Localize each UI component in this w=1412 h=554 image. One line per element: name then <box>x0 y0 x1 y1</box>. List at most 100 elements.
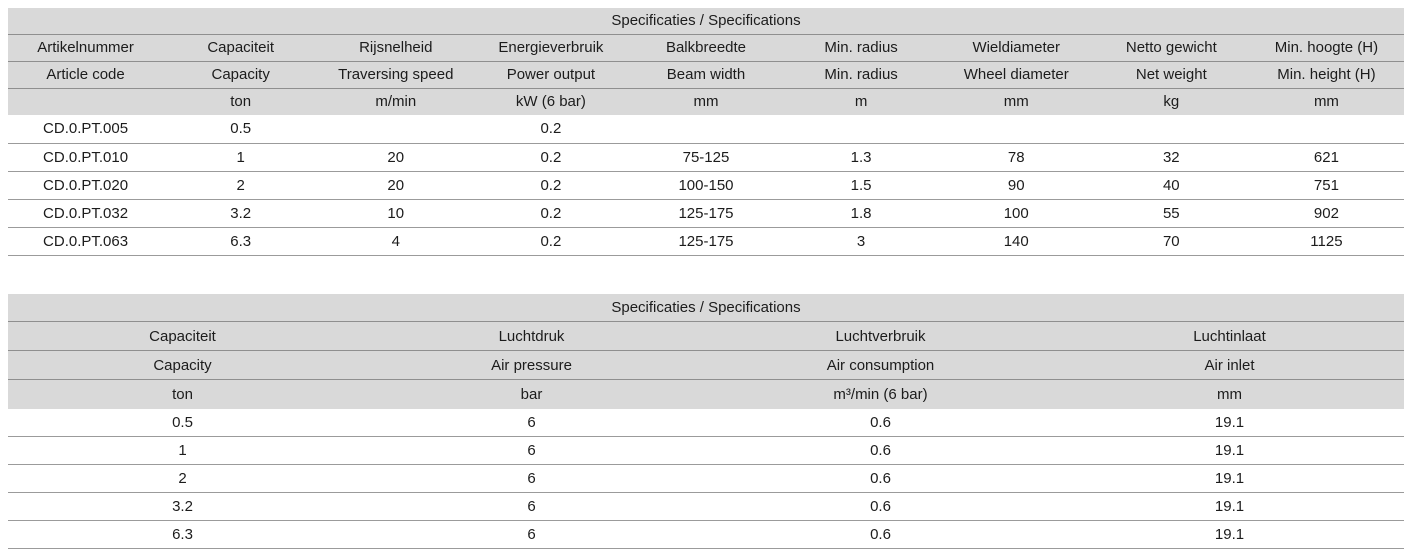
column-header-nl: Min. hoogte (H) <box>1248 34 1404 62</box>
cell: 0.6 <box>706 492 1055 521</box>
cell: 0.5 <box>8 408 357 437</box>
cell: 125-175 <box>628 199 784 228</box>
table2-header-row-nl: Capaciteit Luchtdruk Luchtverbruik Lucht… <box>8 321 1404 351</box>
column-header-en: Capacity <box>8 350 357 380</box>
column-unit: kW (6 bar) <box>473 88 629 115</box>
column-unit: kg <box>1093 88 1249 115</box>
column-header-en: Air inlet <box>1055 350 1404 380</box>
column-unit: m³/min (6 bar) <box>706 379 1055 409</box>
column-unit: ton <box>163 88 319 115</box>
cell <box>783 115 939 144</box>
cell: 140 <box>938 227 1094 256</box>
column-header-nl: Luchtverbruik <box>706 321 1055 351</box>
column-unit: mm <box>1248 88 1404 115</box>
cell: 6 <box>357 520 706 549</box>
cell <box>1093 115 1249 144</box>
table1-header-row-en: Article code Capacity Traversing speed P… <box>8 61 1404 89</box>
table2-title-row: Specificaties / Specifications <box>8 293 1404 322</box>
cell: 55 <box>1093 199 1249 228</box>
cell: 20 <box>318 143 474 172</box>
column-header-en: Capacity <box>163 61 319 89</box>
cell-article-code: CD.0.PT.005 <box>8 115 164 144</box>
cell: 1125 <box>1248 227 1404 256</box>
table1-unit-row: ton m/min kW (6 bar) mm m mm kg mm <box>8 88 1404 115</box>
column-header-en: Net weight <box>1093 61 1249 89</box>
cell: 3.2 <box>163 199 319 228</box>
column-header-en: Beam width <box>628 61 784 89</box>
cell: 0.6 <box>706 436 1055 465</box>
column-header-nl: Energieverbruik <box>473 34 629 62</box>
column-header-en: Min. radius <box>783 61 939 89</box>
column-header-en: Article code <box>8 61 164 89</box>
column-header-nl: Artikelnummer <box>8 34 164 62</box>
column-header-nl: Min. radius <box>783 34 939 62</box>
column-header-nl: Rijsnelheid <box>318 34 474 62</box>
cell: 90 <box>938 171 1094 200</box>
column-header-en: Air pressure <box>357 350 706 380</box>
cell-article-code: CD.0.PT.063 <box>8 227 164 256</box>
cell: 902 <box>1248 199 1404 228</box>
table-row: CD.0.PT.032 3.2 10 0.2 125-175 1.8 100 5… <box>8 199 1404 228</box>
cell: 78 <box>938 143 1094 172</box>
cell: 10 <box>318 199 474 228</box>
table-row: 0.5 6 0.6 19.1 <box>8 408 1404 437</box>
cell: 19.1 <box>1055 408 1404 437</box>
specifications-table-air: Specificaties / Specifications Capacitei… <box>8 293 1404 549</box>
cell: 1.8 <box>783 199 939 228</box>
cell <box>628 115 784 144</box>
cell: 6 <box>357 408 706 437</box>
column-header-nl: Capaciteit <box>163 34 319 62</box>
table2-header-row-en: Capacity Air pressure Air consumption Ai… <box>8 350 1404 380</box>
table2-body: 0.5 6 0.6 19.1 1 6 0.6 19.1 2 6 0.6 19.1… <box>8 408 1404 549</box>
cell: 1.3 <box>783 143 939 172</box>
column-unit <box>8 88 164 115</box>
table1-title-row: Specificaties / Specifications <box>8 8 1404 35</box>
column-header-nl: Balkbreedte <box>628 34 784 62</box>
cell: 1 <box>163 143 319 172</box>
cell <box>938 115 1094 144</box>
cell: 0.5 <box>163 115 319 144</box>
column-header-nl: Netto gewicht <box>1093 34 1249 62</box>
cell: 0.2 <box>473 143 629 172</box>
column-unit: ton <box>8 379 357 409</box>
cell: 19.1 <box>1055 436 1404 465</box>
cell: 0.2 <box>473 227 629 256</box>
column-header-en: Air consumption <box>706 350 1055 380</box>
cell: 6 <box>357 464 706 493</box>
cell: 75-125 <box>628 143 784 172</box>
column-unit: m/min <box>318 88 474 115</box>
table-row: CD.0.PT.010 1 20 0.2 75-125 1.3 78 32 62… <box>8 143 1404 172</box>
table-row: 6.3 6 0.6 19.1 <box>8 520 1404 549</box>
cell <box>1248 115 1404 144</box>
column-header-nl: Luchtdruk <box>357 321 706 351</box>
cell: 0.2 <box>473 171 629 200</box>
cell: 6.3 <box>163 227 319 256</box>
column-header-en: Min. height (H) <box>1248 61 1404 89</box>
column-unit: m <box>783 88 939 115</box>
table-row: CD.0.PT.020 2 20 0.2 100-150 1.5 90 40 7… <box>8 171 1404 200</box>
cell: 3.2 <box>8 492 357 521</box>
table-row: 1 6 0.6 19.1 <box>8 436 1404 465</box>
table2-header: Specificaties / Specifications Capacitei… <box>8 293 1404 409</box>
cell: 19.1 <box>1055 520 1404 549</box>
table1-title: Specificaties / Specifications <box>8 8 1404 35</box>
table-row: CD.0.PT.005 0.5 0.2 <box>8 115 1404 144</box>
column-header-nl: Wieldiameter <box>938 34 1094 62</box>
table-row: 3.2 6 0.6 19.1 <box>8 492 1404 521</box>
cell: 0.2 <box>473 115 629 144</box>
cell: 100 <box>938 199 1094 228</box>
cell: 1.5 <box>783 171 939 200</box>
cell: 0.6 <box>706 520 1055 549</box>
column-unit: mm <box>1055 379 1404 409</box>
table2-title: Specificaties / Specifications <box>8 293 1404 322</box>
table2-unit-row: ton bar m³/min (6 bar) mm <box>8 379 1404 409</box>
table-row: CD.0.PT.063 6.3 4 0.2 125-175 3 140 70 1… <box>8 227 1404 256</box>
cell: 2 <box>163 171 319 200</box>
column-header-en: Power output <box>473 61 629 89</box>
cell-article-code: CD.0.PT.032 <box>8 199 164 228</box>
table1-body: CD.0.PT.005 0.5 0.2 CD.0.PT.010 1 20 0.2… <box>8 115 1404 256</box>
cell: 621 <box>1248 143 1404 172</box>
column-header-nl: Capaciteit <box>8 321 357 351</box>
cell: 40 <box>1093 171 1249 200</box>
